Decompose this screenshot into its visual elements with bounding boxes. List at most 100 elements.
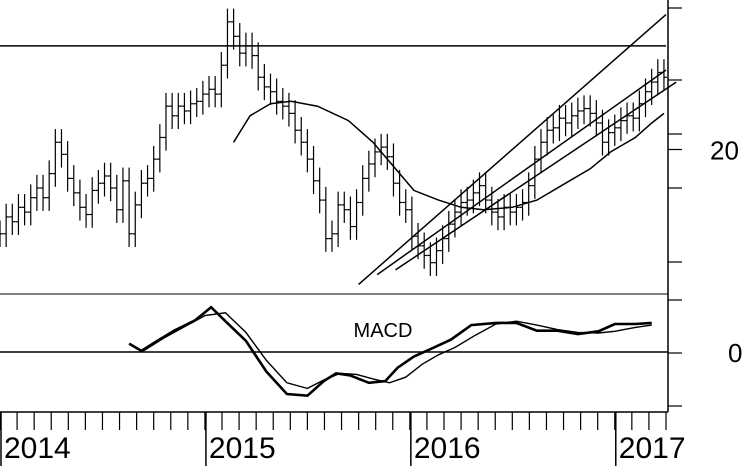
ohlc-bar (482, 172, 489, 214)
ohlc-bar (550, 114, 557, 144)
ohlc-bar (70, 165, 77, 207)
ohlc-bar (285, 92, 292, 127)
ohlc-bar (445, 210, 452, 252)
ohlc-bar (144, 165, 151, 197)
ohlc-bar (599, 109, 606, 156)
ohlc-bar (433, 237, 440, 276)
x-tick-label: 2015 (209, 432, 276, 465)
macd-panel (0, 305, 668, 398)
ohlc-bar (470, 179, 477, 214)
ohlc-bar (199, 80, 206, 115)
macd-tick-label: 0 (728, 338, 742, 368)
ohlc-bar (76, 179, 83, 221)
ohlc-bar (242, 32, 249, 67)
ohlc-bar (187, 90, 194, 125)
ohlc-bar (494, 198, 501, 231)
ohlc-bar (132, 191, 139, 248)
ohlc-bar (507, 194, 514, 226)
ohlc-bar (304, 129, 311, 173)
channel-upper-line (358, 14, 667, 285)
ohlc-bar (230, 8, 237, 50)
ohlc-bar (310, 145, 317, 195)
ohlc-bar (255, 42, 262, 91)
ohlc-bar (630, 102, 637, 132)
x-tick-label: 2017 (619, 432, 686, 465)
channel-lower-line (376, 69, 667, 276)
ohlc-bar (0, 220, 3, 248)
ohlc-bar (119, 167, 126, 223)
ohlc-bar (537, 129, 544, 173)
ohlc-bar (574, 97, 581, 130)
ohlc-bar (617, 107, 624, 142)
ohlc-bar (556, 104, 563, 142)
ohlc-bar (531, 145, 538, 199)
ohlc-bar (292, 100, 299, 144)
ohlc-bar (402, 189, 409, 223)
ohlc-bar (21, 194, 28, 226)
ohlc-bar (181, 92, 188, 125)
ohlc-bar (9, 203, 16, 235)
ohlc-bar (156, 124, 163, 173)
ohlc-bar (581, 95, 588, 125)
x-tick-label: 2016 (414, 432, 481, 465)
macd-title: MACD (354, 320, 413, 342)
ohlc-bar (611, 114, 618, 146)
ohlc-bar (328, 220, 335, 252)
ohlc-bar (624, 102, 631, 134)
ohlc-bar (27, 184, 34, 226)
ohlc-bar (605, 119, 612, 156)
ohlc-bar (89, 177, 96, 228)
ohlc-bar (126, 167, 133, 248)
ohlc-bar (636, 90, 643, 132)
ohlc-bar (568, 102, 575, 137)
ohlc-bar (335, 191, 342, 248)
ohlc-bar (3, 203, 10, 248)
ohlc-bar (279, 88, 286, 120)
macd-line (128, 305, 652, 398)
ohlc-bar (83, 194, 90, 228)
ohlc-bar (150, 145, 157, 192)
ohlc-bar (52, 129, 59, 187)
ohlc-bar (427, 242, 434, 276)
ohlc-bar (58, 129, 65, 168)
ohlc-bar (107, 162, 114, 202)
ohlc-bar (347, 196, 354, 240)
ohlc-bar (46, 160, 53, 211)
ohlc-bar (593, 100, 600, 137)
ohlc-bar (206, 76, 213, 108)
ohlc-bar (236, 23, 243, 67)
price-panel (0, 8, 677, 285)
ohlc-bar (101, 162, 108, 197)
ohlc-bar (33, 174, 40, 211)
chart-frame (0, 0, 669, 413)
macd-signal-line (143, 312, 652, 390)
ohlc-bar (249, 32, 256, 69)
ohlc-bar (64, 141, 71, 192)
ohlc-bar (113, 174, 120, 223)
ohlc-bar (40, 174, 47, 211)
ohlc-bar (359, 165, 366, 216)
axes: 20 0 2014 2015 2016 2017 (0, 7, 742, 466)
ohlc-bar (322, 186, 329, 252)
ohlc-bar (654, 59, 661, 96)
ohlc-bar (390, 143, 397, 197)
ohlc-bar (298, 116, 305, 156)
trend-line-lower (395, 81, 677, 271)
ohlc-bar (261, 64, 268, 101)
ohlc-bar (316, 167, 323, 214)
ohlc-bar (408, 196, 415, 250)
ohlc-bar (218, 51, 225, 108)
ohlc-bar (212, 76, 219, 108)
ohlc-bar (660, 59, 667, 91)
x-tick-label: 2014 (4, 432, 71, 465)
ohlc-bar (513, 194, 520, 226)
ohlc-bar (341, 191, 348, 223)
ohlc-bar (15, 194, 22, 235)
ohlc-bar (365, 150, 372, 192)
ohlc-bar (273, 78, 280, 115)
ohlc-bar (95, 169, 102, 204)
ohlc-bar (384, 133, 391, 170)
ohlc-bar (587, 95, 594, 127)
